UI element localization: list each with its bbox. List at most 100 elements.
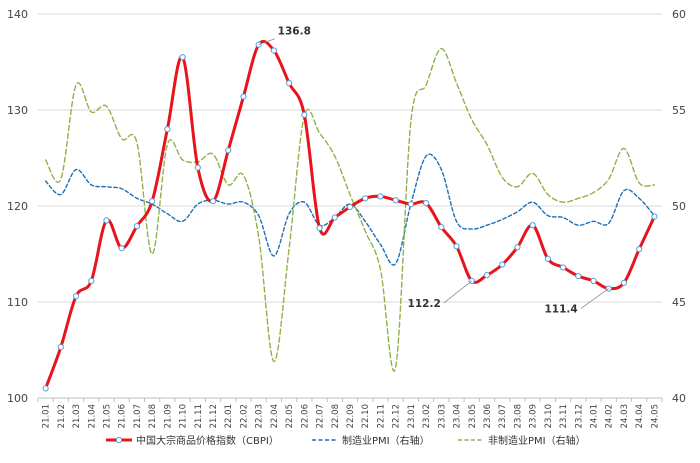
cbpi-point — [301, 111, 308, 118]
x-tick-label: 24.01 — [590, 404, 600, 428]
x-tick-label: 21.01 — [42, 404, 52, 428]
x-tick-label: 24.04 — [635, 404, 645, 428]
cbpi-point — [377, 193, 384, 200]
cbpi-point — [362, 195, 369, 202]
cbpi-point — [575, 272, 582, 280]
annotation-label: 112.2 — [408, 298, 441, 310]
legend-marker — [115, 436, 123, 444]
x-tick-label: 23.10 — [544, 404, 554, 428]
x-tick-label: 22.12 — [392, 404, 402, 428]
x-tick-label: 22.06 — [300, 404, 310, 428]
y-left-tick-label: 130 — [7, 104, 28, 117]
cbpi-point — [620, 279, 628, 286]
y-right-tick-label: 50 — [672, 200, 686, 213]
y-right-tick-label: 55 — [672, 104, 686, 117]
x-tick-label: 22.09 — [346, 404, 356, 428]
cbpi-point — [42, 385, 49, 392]
annotation-label: 136.8 — [278, 26, 311, 38]
series-markers — [42, 41, 658, 392]
cbpi-point — [346, 203, 354, 211]
x-tick-label: 21.07 — [133, 404, 143, 428]
x-tick-label: 21.10 — [179, 404, 189, 428]
x-tick-label: 24.03 — [620, 404, 630, 428]
left-y-axis: 100 110 120 130 140 — [7, 8, 28, 405]
x-tick-label: 21.05 — [102, 404, 112, 428]
cbpi-point — [225, 147, 232, 154]
cbpi-point — [270, 47, 278, 54]
cbpi-point — [133, 223, 141, 230]
x-tick-label: 23.08 — [513, 404, 523, 428]
cbpi-point — [514, 244, 521, 251]
x-tick-label: 23.11 — [559, 404, 569, 428]
x-tick-label: 23.06 — [483, 404, 493, 428]
x-tick-label: 21.06 — [118, 404, 128, 428]
cbpi-point — [544, 255, 551, 262]
cbpi-point — [316, 224, 323, 232]
x-tick-label: 22.07 — [316, 404, 326, 428]
y-right-tick-label: 45 — [672, 296, 686, 309]
y-right-tick-label: 40 — [672, 392, 686, 405]
cbpi-point — [194, 164, 201, 171]
cbpi-line — [44, 39, 656, 390]
annotation-leader — [580, 288, 609, 309]
cbpi-point — [499, 261, 506, 268]
legend-label: 制造业PMI（右轴） — [342, 434, 430, 447]
x-tick-label: 22.05 — [285, 404, 295, 428]
annotation-label: 111.4 — [545, 304, 578, 316]
legend-item-non-manufacturing-pmi: 非制造业PMI（右轴） — [458, 434, 586, 447]
cbpi-point — [72, 293, 80, 300]
x-tick-label: 23.02 — [422, 404, 432, 428]
x-tick-label: 22.01 — [224, 404, 234, 428]
cbpi-point — [453, 243, 460, 250]
x-tick-label: 23.03 — [437, 404, 447, 428]
non-manufacturing-pmi-line — [44, 47, 656, 372]
x-tick-label: 22.11 — [376, 404, 386, 428]
x-tick-label: 24.02 — [605, 404, 615, 428]
cbpi-point — [118, 245, 125, 252]
legend-label: 中国大宗商品价格指数（CBPI） — [136, 434, 279, 447]
cbpi-point — [88, 277, 95, 284]
cbpi-point — [286, 80, 293, 87]
x-tick-label: 23.09 — [529, 404, 539, 428]
cbpi-point — [164, 126, 171, 133]
x-tick-label: 22.04 — [270, 404, 280, 428]
cbpi-point — [407, 200, 414, 208]
x-tick-label: 22.03 — [255, 404, 265, 428]
x-tick-label: 21.11 — [194, 404, 204, 428]
x-tick-label: 21.08 — [148, 404, 158, 428]
x-axis: 21.01 21.02 21.03 21.04 21.05 21.06 21.07 21.08… — [37, 397, 663, 428]
cbpi-point — [149, 198, 156, 205]
cbpi-point — [651, 213, 658, 220]
series-lines — [44, 39, 656, 390]
legend-label: 非制造业PMI（右轴） — [488, 434, 586, 447]
x-tick-label: 21.02 — [57, 404, 67, 428]
cbpi-point — [529, 222, 536, 229]
cbpi-point — [392, 197, 399, 204]
cbpi-point — [209, 198, 217, 205]
cbpi-point — [331, 214, 338, 221]
data-annotations: 136.8 112.2 111.4 — [258, 26, 609, 316]
x-tick-label: 21.09 — [163, 404, 173, 428]
legend: 中国大宗商品价格指数（CBPI） 制造业PMI（右轴） 非制造业PMI（右轴） — [106, 434, 586, 447]
x-tick-label: 21.03 — [72, 404, 82, 428]
cbpi-point — [559, 264, 567, 271]
x-tick-label: 23.05 — [468, 404, 478, 428]
cbpi-point — [422, 200, 430, 207]
annotation-leader — [443, 280, 473, 304]
x-tick-label: 23.04 — [453, 404, 463, 428]
y-left-tick-label: 110 — [7, 296, 28, 309]
x-tick-label: 21.04 — [87, 404, 97, 428]
x-tick-label: 21.12 — [209, 404, 219, 428]
cbpi-point — [179, 54, 186, 61]
y-right-tick-label: 60 — [672, 8, 686, 21]
y-left-tick-label: 120 — [7, 200, 28, 213]
cbpi-point — [240, 93, 247, 100]
x-tick-label: 23.12 — [574, 404, 584, 428]
annotation-leader — [258, 38, 275, 46]
y-left-tick-label: 100 — [7, 392, 28, 405]
right-y-axis: 40 45 50 55 60 — [672, 8, 686, 405]
x-tick-label: 23.07 — [498, 404, 508, 428]
cbpi-point — [636, 246, 643, 253]
